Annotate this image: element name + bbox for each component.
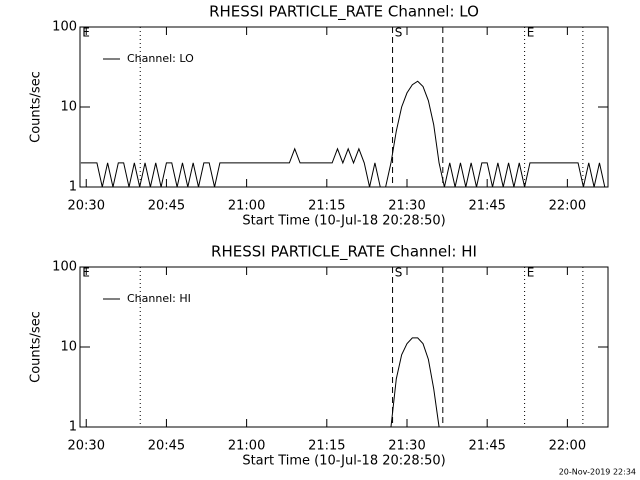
x-tick-label: 22:00: [549, 439, 586, 454]
flag-label: S: [395, 266, 403, 280]
plot-frame: [79, 266, 609, 428]
y-axis-label: Counts/sec: [29, 311, 44, 383]
x-tick-label: 21:30: [388, 439, 425, 454]
x-axis-label: Start Time (10-Jul-18 20:28:50): [242, 454, 445, 469]
plot-frame: [79, 26, 609, 188]
legend-label: Channel: HI: [127, 292, 191, 305]
x-tick-label: 21:30: [388, 199, 425, 214]
flag-label: E: [527, 266, 535, 280]
x-axis-label: Start Time (10-Jul-18 20:28:50): [242, 214, 445, 229]
flag-label: S: [395, 26, 403, 40]
x-tick-label: 21:00: [228, 199, 265, 214]
x-tick-label: 22:00: [549, 199, 586, 214]
x-tick-label: 20:45: [148, 199, 185, 214]
flag-label: E: [82, 26, 90, 40]
timestamp: 20-Nov-2019 22:34: [559, 468, 636, 477]
y-tick-label: 1: [69, 420, 77, 435]
x-tick-label: 20:45: [148, 439, 185, 454]
y-tick-label: 10: [60, 340, 77, 355]
chart-title: RHESSI PARTICLE_RATE Channel: HI: [211, 243, 477, 262]
y-tick-label: 1: [69, 180, 77, 195]
data-line: [390, 337, 440, 428]
y-axis-label: Counts/sec: [29, 71, 44, 143]
legend-label: Channel: LO: [127, 52, 194, 65]
x-tick-label: 21:45: [468, 199, 505, 214]
x-tick-label: 20:30: [68, 439, 105, 454]
x-tick-label: 21:15: [308, 439, 345, 454]
x-tick-label: 21:45: [468, 439, 505, 454]
y-tick-label: 10: [60, 100, 77, 115]
y-tick-label: 100: [52, 260, 77, 275]
data-line: [80, 80, 606, 188]
x-tick-label: 21:00: [228, 439, 265, 454]
flag-label: E: [527, 26, 535, 40]
x-tick-label: 20:30: [68, 199, 105, 214]
flag-label: E: [82, 266, 90, 280]
chart-title: RHESSI PARTICLE_RATE Channel: LO: [209, 3, 479, 22]
y-tick-label: 100: [52, 20, 77, 35]
x-tick-label: 21:15: [308, 199, 345, 214]
